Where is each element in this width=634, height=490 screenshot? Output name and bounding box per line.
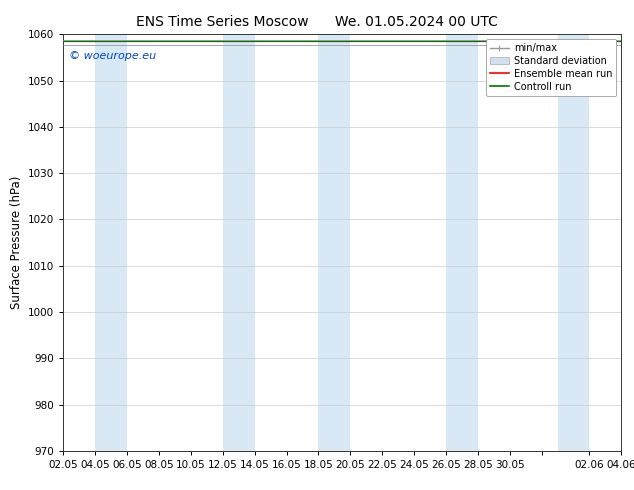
Bar xyxy=(446,34,478,451)
Text: © woeurope.eu: © woeurope.eu xyxy=(69,51,156,61)
Bar xyxy=(318,34,351,451)
Y-axis label: Surface Pressure (hPa): Surface Pressure (hPa) xyxy=(10,176,23,309)
Bar xyxy=(95,34,127,451)
Text: ENS Time Series Moscow      We. 01.05.2024 00 UTC: ENS Time Series Moscow We. 01.05.2024 00… xyxy=(136,15,498,29)
Legend: min/max, Standard deviation, Ensemble mean run, Controll run: min/max, Standard deviation, Ensemble me… xyxy=(486,39,616,96)
Bar xyxy=(223,34,255,451)
Bar xyxy=(557,34,590,451)
